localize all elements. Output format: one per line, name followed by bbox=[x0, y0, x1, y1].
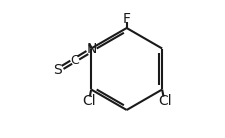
Text: C: C bbox=[70, 54, 79, 67]
Text: Cl: Cl bbox=[157, 94, 171, 108]
Text: Cl: Cl bbox=[82, 94, 95, 108]
Text: F: F bbox=[122, 12, 130, 26]
Text: S: S bbox=[53, 63, 62, 77]
Text: N: N bbox=[86, 42, 97, 55]
